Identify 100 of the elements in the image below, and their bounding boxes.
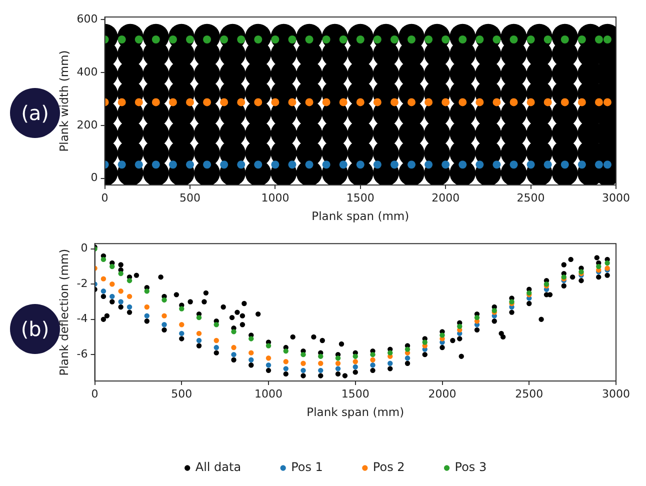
point — [373, 35, 382, 44]
x-axis-title: Plank span (mm) — [306, 405, 404, 420]
point — [168, 160, 177, 169]
point — [162, 297, 167, 303]
point — [100, 276, 106, 282]
point — [322, 160, 330, 169]
point — [254, 160, 262, 169]
x-tick-label: 3000 — [602, 387, 630, 400]
x-tick-label: 2000 — [432, 191, 460, 204]
legend-label: Pos 1 — [291, 460, 323, 474]
point — [126, 304, 132, 310]
x-tick-label: 2500 — [516, 191, 545, 204]
point — [179, 330, 184, 336]
point — [594, 35, 603, 44]
point — [214, 344, 219, 350]
point — [424, 35, 433, 44]
point — [526, 98, 535, 106]
x-tick-label: 3000 — [602, 191, 630, 204]
x-tick-label: 2000 — [428, 387, 456, 400]
point — [458, 98, 467, 106]
point — [596, 264, 602, 270]
x-tick-label: 500 — [179, 191, 200, 204]
x-tick-label: 1500 — [341, 387, 370, 400]
point — [126, 278, 132, 284]
point — [126, 294, 132, 300]
point — [283, 366, 288, 372]
point — [388, 360, 393, 366]
point — [578, 35, 586, 44]
point — [457, 324, 462, 329]
point — [603, 98, 612, 106]
point — [168, 98, 177, 106]
point — [100, 256, 106, 262]
point — [370, 357, 376, 362]
point — [283, 359, 288, 364]
point — [390, 35, 398, 44]
point — [186, 98, 194, 106]
x-tick-label: 2500 — [515, 387, 544, 400]
point — [352, 359, 358, 364]
point — [237, 98, 246, 106]
point — [300, 352, 306, 358]
point — [492, 98, 501, 106]
legend-label: Pos 3 — [454, 460, 487, 474]
point — [476, 35, 484, 44]
y-tick-label: -6 — [76, 347, 88, 360]
point — [356, 98, 364, 106]
point — [339, 160, 348, 169]
point — [442, 35, 450, 44]
point — [248, 357, 254, 362]
point — [203, 35, 212, 44]
point — [300, 360, 306, 366]
point — [248, 350, 254, 356]
point — [544, 35, 552, 44]
point — [162, 313, 167, 318]
point — [254, 98, 262, 106]
point — [220, 160, 228, 169]
point — [118, 288, 124, 294]
point — [510, 160, 518, 169]
x-tick-label: 1000 — [254, 387, 283, 400]
point — [373, 98, 382, 106]
point — [168, 35, 177, 44]
point — [476, 98, 484, 106]
point — [266, 343, 272, 348]
point — [318, 368, 324, 374]
point — [305, 160, 314, 169]
point — [404, 346, 410, 352]
point — [408, 35, 416, 44]
point — [408, 160, 416, 169]
point — [186, 35, 194, 44]
point — [390, 160, 398, 169]
point — [510, 35, 518, 44]
point — [118, 98, 126, 106]
point — [578, 98, 586, 106]
point — [442, 160, 450, 169]
point — [152, 98, 160, 106]
point — [339, 35, 348, 44]
point — [288, 160, 296, 169]
point — [578, 160, 586, 169]
point — [560, 35, 569, 44]
point — [144, 288, 150, 294]
point — [271, 98, 280, 106]
point — [458, 35, 467, 44]
point — [422, 340, 428, 345]
point — [266, 356, 272, 361]
point — [118, 270, 124, 276]
point — [604, 260, 610, 266]
point — [231, 344, 236, 350]
point — [526, 160, 535, 169]
point — [560, 160, 569, 169]
y-tick-label: 200 — [76, 118, 98, 132]
point — [254, 35, 262, 44]
point — [474, 314, 480, 320]
point — [179, 322, 184, 328]
point — [370, 352, 376, 358]
point — [231, 352, 236, 358]
x-tick-label: 0 — [101, 191, 108, 204]
y-tick-label: 400 — [76, 65, 98, 78]
point — [594, 98, 603, 106]
point — [352, 354, 358, 359]
point — [492, 160, 501, 169]
point — [388, 350, 393, 356]
